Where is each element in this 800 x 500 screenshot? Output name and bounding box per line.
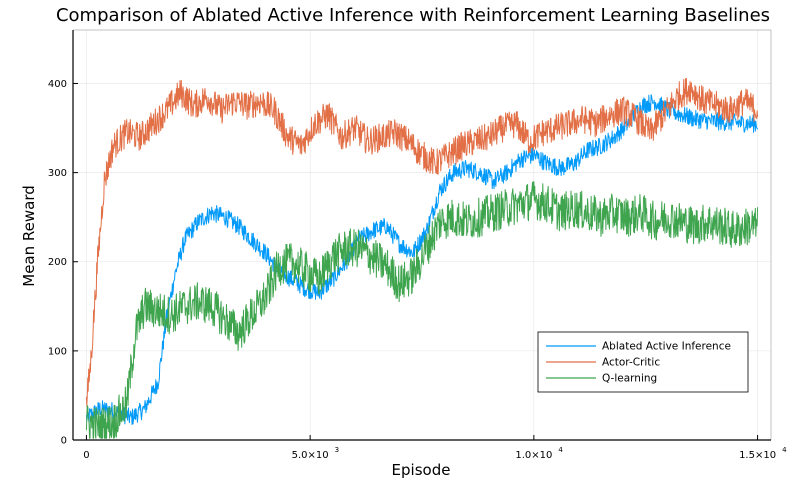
series-line-2 bbox=[85, 180, 759, 439]
legend-label-1: Actor-Critic bbox=[602, 357, 660, 369]
tick-labels: 0 100 200 300 400 0 5.0×10 3 1.0×10 4 1.5×10 4 bbox=[48, 79, 787, 461]
y-tick-label-4: 400 bbox=[48, 79, 67, 90]
x-tick-label-0: 0 bbox=[83, 450, 89, 461]
x-tick-exponent-3: 4 bbox=[782, 446, 787, 454]
series-layer bbox=[85, 78, 759, 439]
y-tick-label-2: 200 bbox=[48, 257, 67, 268]
legend: Ablated Active Inference Actor-Critic Q-le… bbox=[537, 331, 749, 393]
y-tick-label-3: 300 bbox=[48, 168, 67, 179]
x-tick-label-1: 5.0×10 bbox=[292, 450, 329, 461]
x-tick-exponent-2: 4 bbox=[558, 446, 563, 454]
y-tick-label-0: 0 bbox=[61, 436, 67, 447]
x-tick-label-3: 1.5×10 bbox=[739, 450, 776, 461]
y-tick-label-1: 100 bbox=[48, 346, 67, 357]
x-axis-label: Episode bbox=[392, 461, 451, 479]
x-tick-label-2: 1.0×10 bbox=[515, 450, 552, 461]
chart-title: Comparison of Ablated Active Inference w… bbox=[56, 5, 770, 26]
series-line-0 bbox=[85, 94, 759, 425]
legend-label-0: Ablated Active Inference bbox=[602, 341, 731, 353]
y-axis-label: Mean Reward bbox=[20, 185, 38, 287]
series-line-1 bbox=[85, 78, 759, 407]
axes bbox=[72, 29, 772, 441]
x-tick-exponent-1: 3 bbox=[335, 446, 339, 454]
legend-label-2: Q-learning bbox=[602, 373, 657, 385]
